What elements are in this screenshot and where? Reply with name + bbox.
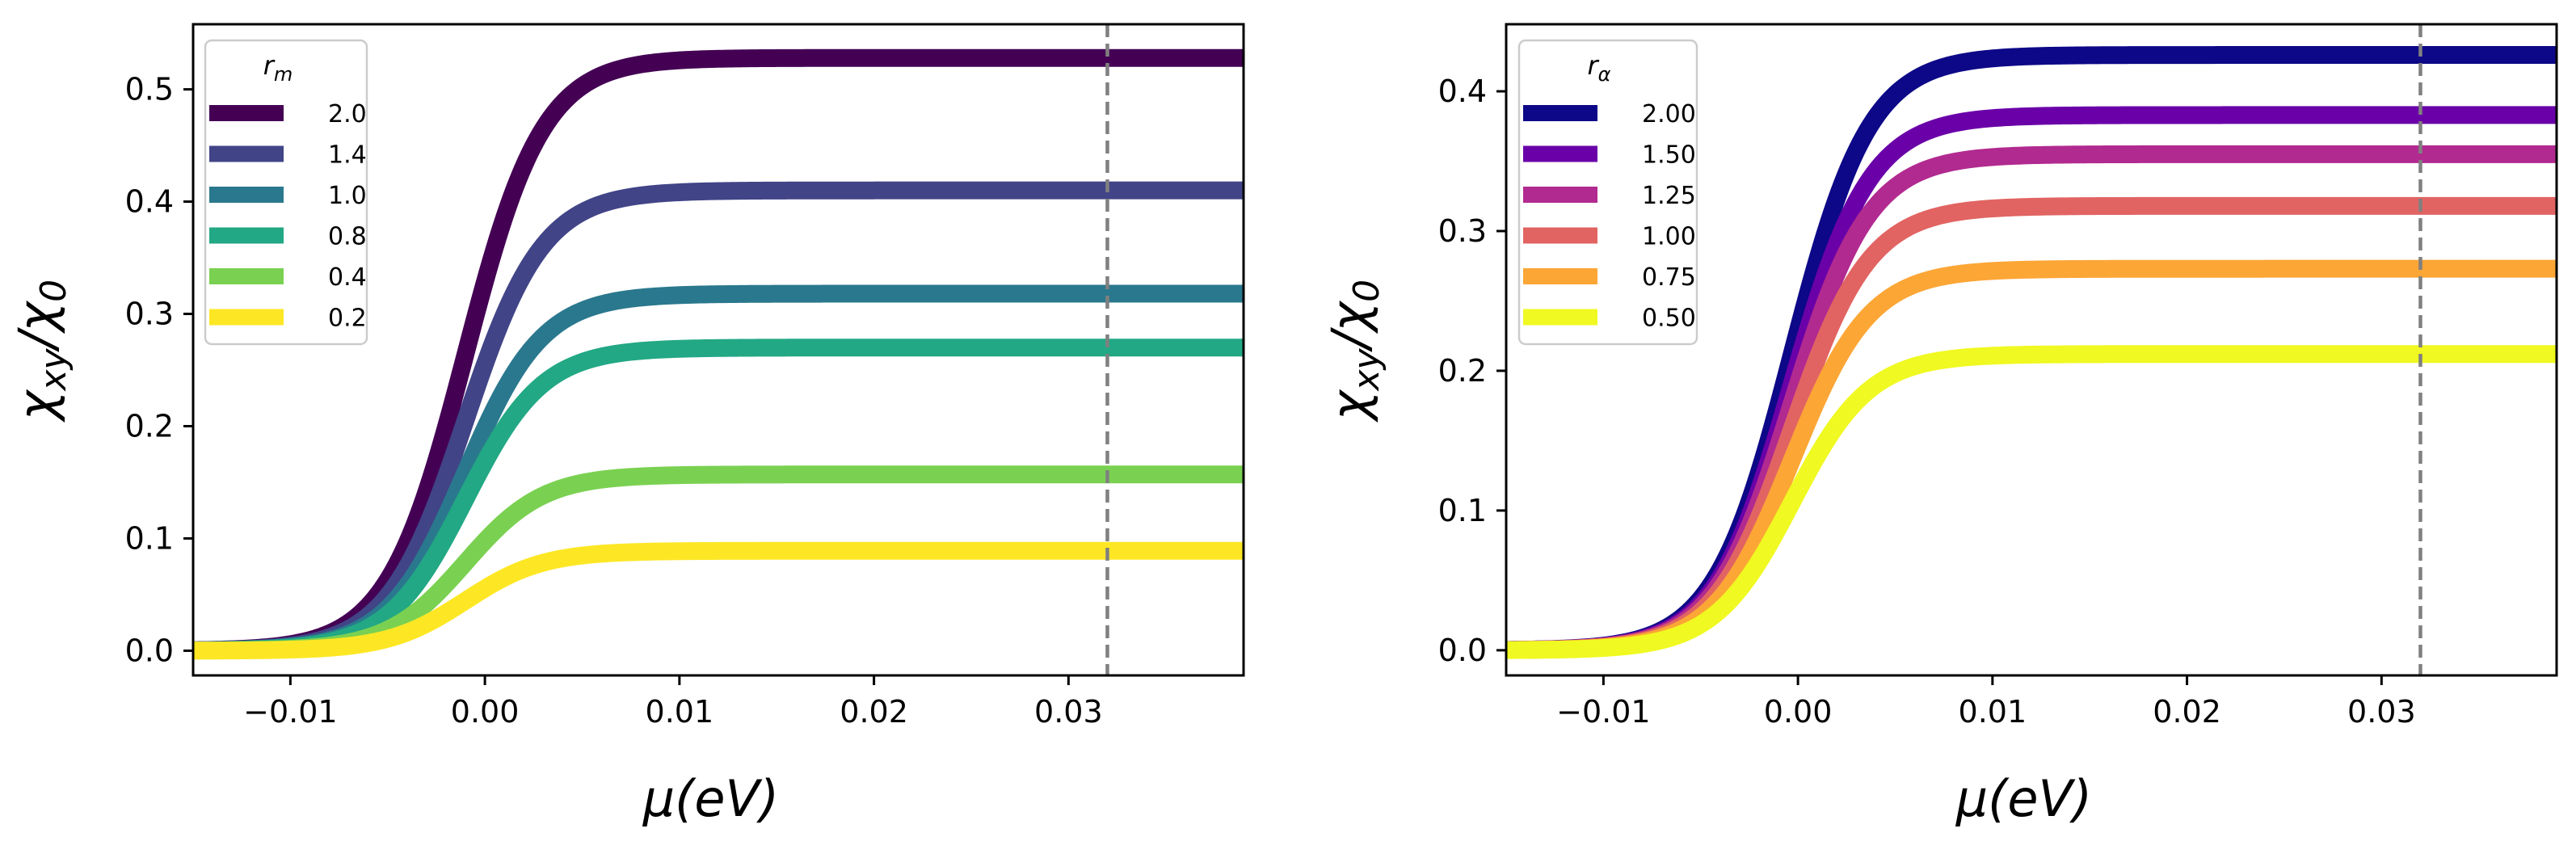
legend-label-0.8: 0.8 [328,223,367,251]
series-line-0.50 [1506,345,2557,659]
x-tick-label: 0.02 [840,694,908,730]
series-line-0.8 [193,339,1244,660]
x-tick-label: 0.01 [646,694,714,730]
y-tick-label: 0.4 [1438,74,1487,109]
legend: rα 2.00 1.50 1.25 1.00 0.75 0.50 [1517,39,1698,346]
y-tick-label: 0.0 [1438,633,1487,668]
x-axis-title: μ(eV) [1955,769,2092,828]
y-axis-title: χxy/χ0 [7,280,74,423]
legend: rm 2.0 1.4 1.0 0.8 0.4 0.2 [204,39,368,346]
y-tick-label: 0.1 [125,520,174,556]
plot-area [1506,24,2557,675]
y-tick-label: 0.1 [1438,493,1487,528]
legend-label-2.00: 2.00 [1642,100,1696,128]
axes-frame [1505,23,2558,677]
y-axis-title: χxy/χ0 [1320,280,1387,423]
x-tick-label: 0.00 [451,694,520,730]
x-axis-title: μ(eV) [642,769,779,828]
legend-label-1.50: 1.50 [1642,141,1696,170]
y-tick-label: 0.3 [1438,213,1487,249]
x-tick-label: 0.01 [1959,694,2027,730]
plot-area [193,24,1244,675]
y-tick-label: 0.2 [1438,353,1487,389]
y-tick-label: 0.4 [125,184,174,220]
series-line-0.2 [193,541,1244,660]
y-tick-label: 0.2 [125,408,174,444]
legend-label-2.0: 2.0 [328,100,367,128]
legend-label-0.4: 0.4 [328,263,367,292]
chart-panel-left: −0.01 0.00 0.01 0.02 0.03 0.0 0.1 0.2 0.3 0.4 0.5 μ… [7,23,1245,828]
x-tick-label: −0.01 [1556,694,1650,730]
axes-frame [192,23,1245,677]
legend-label-0.75: 0.75 [1642,263,1696,292]
legend-label-1.0: 1.0 [328,182,367,210]
legend-title: rm [263,50,293,86]
legend-label-0.50: 0.50 [1642,305,1696,333]
legend-label-1.4: 1.4 [328,141,367,170]
x-tick-label: 0.02 [2153,694,2221,730]
y-tick-label: 0.3 [125,297,174,332]
x-tick-label: 0.03 [2347,694,2416,730]
x-tick-label: 0.03 [1034,694,1103,730]
y-tick-label: 0.0 [125,633,174,668]
y-tick-label: 0.5 [125,72,174,107]
legend-label-0.2: 0.2 [328,305,367,333]
legend-title: rα [1588,50,1611,86]
x-tick-label: 0.00 [1764,694,1833,730]
legend-label-1.25: 1.25 [1642,182,1696,210]
chart-panel-right: −0.01 0.00 0.01 0.02 0.03 0.0 0.1 0.2 0.3 0.4 μ(eV… [1320,23,2558,828]
x-tick-label: −0.01 [243,694,337,730]
legend-label-1.00: 1.00 [1642,223,1696,251]
